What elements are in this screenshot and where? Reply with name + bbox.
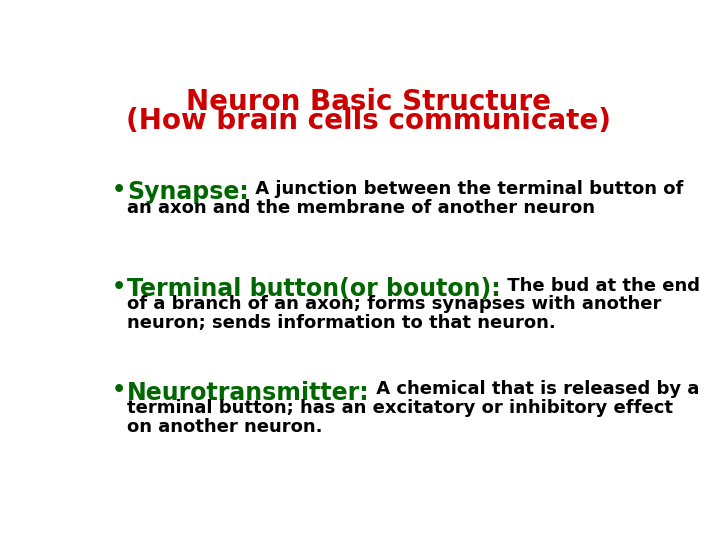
- Text: terminal button; has an excitatory or inhibitory effect: terminal button; has an excitatory or in…: [127, 399, 673, 417]
- Text: •: •: [112, 180, 126, 200]
- Text: A chemical that is released by a: A chemical that is released by a: [370, 381, 699, 399]
- Text: neuron; sends information to that neuron.: neuron; sends information to that neuron…: [127, 314, 556, 332]
- Text: Neurotransmitter:: Neurotransmitter:: [127, 381, 370, 404]
- Text: •: •: [112, 381, 126, 401]
- Text: A junction between the terminal button of: A junction between the terminal button o…: [249, 180, 683, 198]
- Text: on another neuron.: on another neuron.: [127, 418, 323, 436]
- Text: of a branch of an axon; forms synapses with another: of a branch of an axon; forms synapses w…: [127, 295, 662, 313]
- Text: Terminal button(or bouton):: Terminal button(or bouton):: [127, 276, 501, 301]
- Text: Synapse:: Synapse:: [127, 180, 249, 204]
- Text: The bud at the end: The bud at the end: [501, 276, 700, 294]
- Text: Neuron Basic Structure: Neuron Basic Structure: [186, 88, 552, 116]
- Text: •: •: [112, 276, 126, 296]
- Text: an axon and the membrane of another neuron: an axon and the membrane of another neur…: [127, 199, 595, 217]
- Text: (How brain cells communicate): (How brain cells communicate): [127, 107, 611, 135]
